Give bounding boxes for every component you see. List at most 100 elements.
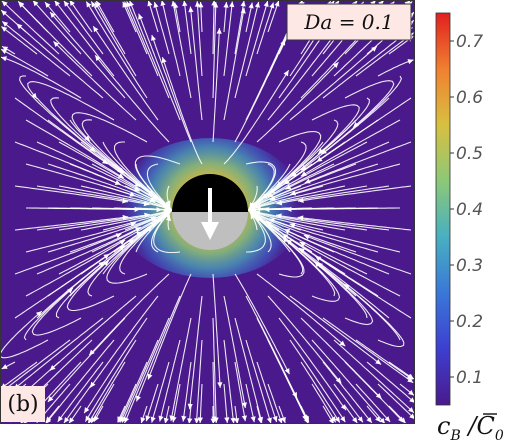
streamline [113, 163, 171, 210]
streamline [135, 295, 181, 402]
streamline [66, 260, 115, 312]
streamline-arrow-icon [1, 10, 7, 16]
particle-arrow-icon [201, 222, 219, 240]
streamline [275, 214, 390, 231]
streamline [265, 220, 368, 275]
da-annotation: Da = 0.1 [303, 10, 393, 34]
streamline-arrow-icon [69, 417, 75, 424]
streamline-arrow-icon [146, 226, 153, 232]
streamline [234, 1, 260, 99]
streamline-arrow-icon [213, 2, 219, 8]
streamline [14, 233, 122, 275]
streamline [248, 163, 275, 210]
streamline [0, 361, 38, 390]
streamline-arrow-icon [45, 416, 52, 423]
streamline [223, 295, 246, 409]
streamline [303, 234, 412, 275]
streamline-arrow-icon [197, 417, 203, 423]
streamline-arrow-icon [136, 395, 141, 402]
streamline [36, 97, 124, 174]
streamline [254, 185, 368, 209]
streamline [36, 213, 150, 231]
streamline [145, 383, 159, 422]
streamline-arrow-icon [366, 416, 372, 423]
streamline [355, 339, 413, 380]
streamline-arrow-icon [63, 0, 70, 7]
streamline [199, 383, 203, 424]
particle [172, 174, 248, 250]
streamline [248, 185, 302, 210]
streamline-arrow-icon [265, 221, 272, 227]
streamline-arrow-icon [165, 200, 171, 207]
streamline [17, 0, 93, 77]
streamline [289, 45, 378, 121]
streamline [276, 185, 390, 205]
streamline [47, 119, 141, 188]
streamline-arrow-icon [299, 241, 306, 247]
streamline [80, 185, 172, 211]
streamline-arrow-icon [88, 417, 94, 424]
streamline [268, 218, 379, 253]
streamline [355, 383, 391, 423]
streamline [256, 361, 278, 423]
streamline [195, 339, 203, 424]
streamline [298, 247, 390, 319]
streamline [146, 185, 172, 210]
streamline [147, 0, 159, 33]
streamline [278, 317, 347, 411]
colorbar [435, 12, 451, 406]
colorbar-tick-label: 0.5 [456, 144, 483, 164]
streamline-arrow-icon [274, 0, 280, 7]
streamline [183, 0, 192, 55]
streamline [87, 216, 164, 297]
streamline [94, 54, 170, 143]
streamline [89, 295, 159, 388]
streamline-arrow-icon [129, 0, 135, 7]
streamline [121, 339, 159, 423]
streamline [212, 317, 217, 424]
streamline [267, 0, 280, 33]
streamline-arrow-icon [115, 233, 122, 239]
streamline-arrow-icon [379, 417, 385, 424]
colorbar-tick-label: 0.7 [456, 32, 483, 52]
streamline-arrow-icon [160, 0, 166, 7]
streamline [94, 1, 126, 55]
streamline [151, 34, 192, 143]
streamline-arrow-icon [286, 206, 292, 212]
streamline [151, 361, 170, 423]
streamline-arrow-icon [284, 229, 291, 234]
streamline [311, 104, 360, 155]
streamline-arrow-icon [277, 417, 283, 424]
streamline [212, 361, 215, 423]
streamline-arrow-icon [94, 415, 100, 422]
streamline [245, 383, 255, 423]
streamline-arrow-icon [409, 397, 415, 403]
streamline-arrow-icon [375, 416, 381, 423]
streamline-arrow-icon [171, 416, 177, 423]
streamline-arrow-icon [223, 2, 229, 8]
streamline [247, 209, 346, 231]
streamline [285, 141, 390, 190]
streamline-arrow-icon [275, 213, 282, 219]
streamline-arrow-icon [241, 415, 247, 422]
streamline-arrow-icon [371, 46, 377, 52]
streamline [32, 0, 82, 55]
streamline [23, 261, 105, 341]
streamline [159, 339, 181, 422]
streamline [249, 211, 304, 275]
streamline [248, 185, 346, 211]
streamline [234, 39, 286, 143]
streamline [289, 295, 382, 365]
streamline-arrow-icon [150, 416, 156, 423]
streamline [285, 207, 400, 210]
streamline [27, 81, 115, 121]
streamline [212, 28, 221, 143]
streamline [172, 383, 181, 423]
streamline [0, 339, 71, 393]
streamline-arrow-icon [224, 417, 230, 423]
colorbar-label-sub-b: B [449, 428, 460, 444]
streamline-arrow-icon [47, 396, 54, 402]
colorbar-tick-label: 0.1 [456, 368, 483, 388]
streamline [13, 317, 104, 390]
streamline [153, 211, 181, 254]
